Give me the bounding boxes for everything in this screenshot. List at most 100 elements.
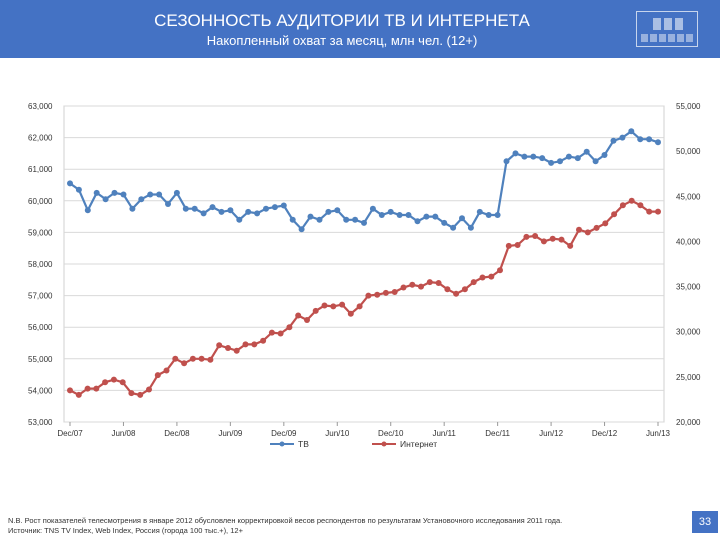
- data-point: [432, 213, 439, 220]
- data-point: [628, 128, 635, 135]
- data-point: [75, 186, 82, 193]
- data-point: [532, 233, 539, 239]
- data-point: [400, 284, 407, 291]
- data-point: [628, 197, 635, 204]
- data-point: [503, 158, 510, 165]
- data-point: [110, 376, 117, 383]
- data-point: [356, 303, 363, 310]
- data-point: [84, 207, 91, 214]
- data-point: [479, 274, 486, 281]
- data-point: [512, 150, 519, 157]
- x-tick-label: Dec/07: [57, 429, 83, 438]
- y-right-tick-label: 35,000: [676, 283, 701, 292]
- data-point: [347, 310, 354, 317]
- data-point: [557, 158, 563, 165]
- data-point: [637, 202, 644, 209]
- data-point: [146, 386, 152, 393]
- y-left-tick-label: 60,000: [28, 197, 53, 206]
- data-point: [209, 204, 216, 211]
- data-point: [514, 242, 521, 248]
- page-number: 33: [692, 511, 718, 533]
- data-point: [637, 136, 644, 143]
- data-point: [225, 345, 231, 351]
- data-point: [165, 201, 171, 207]
- data-point: [530, 153, 537, 160]
- data-point: [236, 216, 243, 223]
- y-right-tick-label: 55,000: [676, 102, 701, 111]
- data-point: [245, 208, 252, 215]
- data-point: [254, 210, 261, 217]
- data-point: [325, 208, 332, 215]
- data-point: [321, 302, 328, 309]
- data-point: [147, 191, 154, 198]
- data-point: [497, 267, 503, 274]
- footnote-source: Источник: TNS TV Index, Web Index, Росси…: [8, 526, 243, 535]
- y-left-tick-label: 63,000: [28, 102, 53, 111]
- x-tick-label: Dec/11: [485, 429, 510, 438]
- data-point: [163, 367, 170, 374]
- logo-icon: [636, 11, 698, 47]
- data-point: [418, 283, 424, 290]
- x-tick-label: Jun/08: [111, 429, 136, 438]
- data-point: [260, 337, 267, 344]
- data-point: [111, 189, 118, 196]
- data-point: [277, 330, 284, 337]
- y-right-tick-label: 40,000: [676, 237, 701, 246]
- data-point: [378, 212, 385, 218]
- data-point: [619, 134, 626, 141]
- data-point: [102, 379, 109, 386]
- data-point: [646, 208, 653, 215]
- data-point: [172, 355, 179, 362]
- data-point: [75, 391, 82, 398]
- x-tick-label: Dec/10: [378, 429, 404, 438]
- y-right-tick-label: 45,000: [676, 192, 701, 201]
- x-tick-label: Jun/10: [325, 429, 350, 438]
- data-point: [369, 205, 376, 212]
- data-point: [583, 148, 590, 155]
- page-title: СЕЗОННОСТЬ АУДИТОРИИ ТВ И ИНТЕРНЕТА: [154, 11, 530, 30]
- data-point: [307, 213, 314, 220]
- data-point: [459, 215, 465, 222]
- data-point: [129, 205, 136, 212]
- data-point: [592, 158, 599, 165]
- x-tick-label: Dec/09: [271, 429, 297, 438]
- data-point: [409, 281, 416, 288]
- data-point: [128, 390, 135, 397]
- y-left-tick-label: 58,000: [28, 260, 53, 269]
- data-point: [485, 212, 492, 218]
- data-point: [374, 291, 381, 298]
- legend-label: Интернет: [400, 439, 437, 449]
- y-right-tick-label: 30,000: [676, 328, 701, 337]
- data-point: [271, 204, 278, 211]
- x-tick-label: Dec/12: [592, 429, 618, 438]
- data-point: [611, 211, 618, 218]
- data-point: [414, 218, 421, 225]
- footnote: N.B. Рост показателей телесмотрения в ян…: [8, 516, 688, 536]
- data-point: [505, 242, 512, 249]
- data-point: [391, 289, 398, 295]
- data-point: [119, 379, 126, 386]
- data-point: [435, 280, 442, 286]
- data-point: [242, 341, 249, 348]
- data-point: [200, 210, 207, 217]
- data-point: [138, 196, 145, 203]
- data-point: [549, 235, 556, 242]
- y-right-tick-label: 50,000: [676, 147, 701, 156]
- y-left-tick-label: 53,000: [28, 418, 53, 427]
- page-subtitle: Накопленный охват за месяц, млн чел. (12…: [206, 33, 478, 48]
- seasonality-line-chart: 53,000 54,000 55,000 56,000 57,000 58,000 59,0…: [28, 102, 701, 449]
- data-point: [295, 312, 302, 319]
- data-point: [218, 208, 225, 215]
- data-point: [67, 180, 73, 187]
- data-point: [334, 207, 341, 214]
- data-point: [93, 189, 100, 196]
- y-left-tick-label: 57,000: [28, 292, 53, 301]
- data-point: [619, 202, 626, 209]
- data-point: [453, 290, 460, 297]
- data-point: [312, 307, 319, 314]
- data-point: [488, 273, 495, 280]
- data-point: [233, 347, 240, 354]
- data-point: [343, 216, 350, 223]
- data-point: [646, 136, 653, 143]
- data-point: [558, 236, 565, 243]
